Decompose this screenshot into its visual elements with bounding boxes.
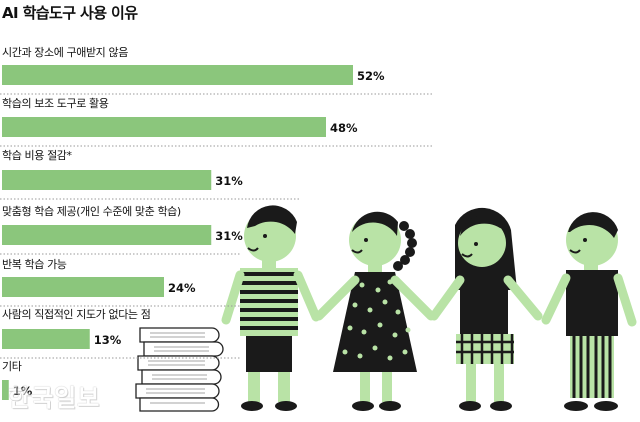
bar	[2, 225, 212, 245]
value-label: 48%	[330, 121, 358, 135]
category-label: 기타	[2, 360, 22, 373]
category-label: 시간과 장소에 구애받지 않음	[2, 46, 128, 59]
child-long-hair-icon	[429, 207, 543, 411]
value-label: 31%	[215, 174, 243, 188]
book-stack-icon	[135, 327, 224, 412]
bar	[2, 277, 164, 297]
category-label: 맞춤형 학습 제공(개인 수준에 맞춘 학습)	[2, 205, 181, 218]
child-polka-dot-dress-icon	[314, 211, 436, 411]
value-label: 1%	[13, 384, 33, 398]
category-label: 학습의 보조 도구로 활용	[2, 96, 109, 110]
bar	[2, 380, 9, 400]
bar	[2, 117, 326, 137]
bar	[2, 329, 90, 349]
value-label: 13%	[94, 333, 122, 347]
category-label: 학습 비용 절감*	[2, 149, 73, 162]
category-label: 반복 학습 가능	[2, 258, 67, 271]
bar	[2, 170, 212, 190]
child-striped-shirt-icon	[221, 205, 321, 411]
category-label: 사람의 직접적인 지도가 없다는 점	[2, 308, 150, 321]
page-title: AI 학습도구 사용 이유	[2, 4, 138, 22]
value-label: 31%	[215, 229, 243, 243]
value-label: 52%	[357, 69, 385, 83]
value-label: 24%	[168, 281, 196, 295]
hankookilbo-watermark-logo: 한국일보	[8, 384, 101, 412]
child-striped-pants-icon	[541, 212, 637, 411]
bar	[2, 65, 353, 85]
